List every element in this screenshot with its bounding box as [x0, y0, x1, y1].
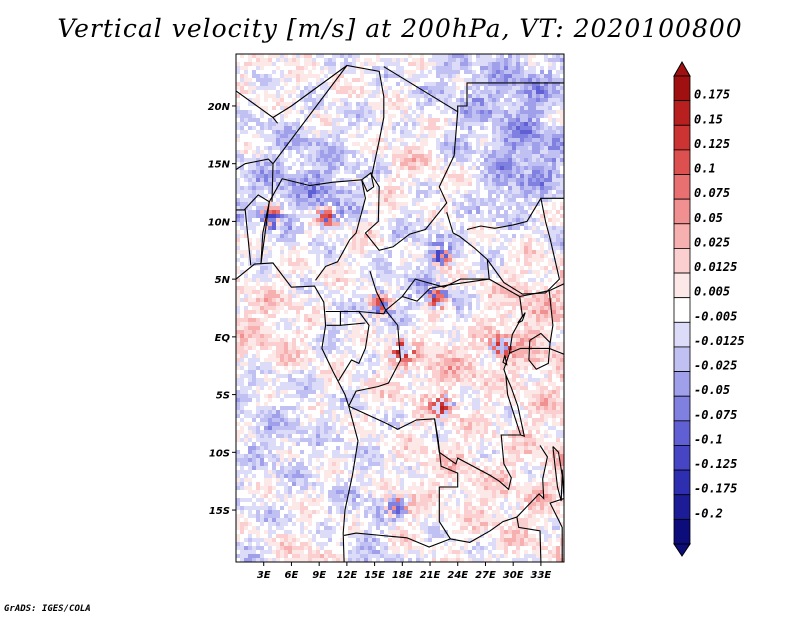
colorbar-level-label: -0.075 — [694, 408, 737, 422]
colorbar-swatch — [673, 371, 691, 397]
x-tick-label: 30E — [503, 570, 524, 581]
border-line — [509, 347, 564, 355]
y-tick-label: 15N — [208, 160, 231, 171]
colorbar-swatch — [673, 346, 691, 372]
border-line — [343, 418, 459, 548]
colorbar-level-label: -0.005 — [694, 309, 737, 323]
colorbar-swatch — [673, 223, 691, 249]
border-line — [516, 516, 542, 562]
x-tick-label: 6E — [285, 570, 299, 581]
border-line — [517, 312, 526, 324]
grads-credit: GrADS: IGES/COLA — [4, 604, 91, 614]
border-line — [272, 65, 348, 118]
y-tick-label: 10N — [208, 217, 231, 228]
colorbar-swatch — [673, 321, 691, 348]
colorbar-level-label: -0.125 — [694, 457, 737, 471]
colorbar-level-label: 0.125 — [694, 137, 730, 151]
x-axis: 3E 6E 9E 12E 15E 18E 21E 24E 27E 30E 33E — [257, 562, 552, 581]
colorbar-swatch — [673, 248, 691, 274]
colorbar-level-label: 0.005 — [694, 285, 730, 299]
border-line — [486, 197, 564, 295]
colorbar-level-label: -0.1 — [694, 432, 723, 446]
velocity-field — [236, 54, 564, 562]
colorbar-level-label: -0.0125 — [694, 334, 745, 348]
border-line — [450, 445, 548, 543]
colorbar-swatch — [673, 494, 691, 520]
colorbar-swatch — [673, 420, 691, 446]
y-tick-label: 10S — [209, 448, 230, 459]
x-tick-label: 15E — [364, 570, 385, 581]
colorbar-swatch — [673, 124, 691, 151]
colorbar-level-label: -0.175 — [694, 482, 737, 496]
y-tick-label: 5N — [215, 275, 231, 286]
y-tick-label: EQ — [215, 333, 231, 344]
x-tick-label: 33E — [531, 570, 552, 581]
colorbar-swatch — [673, 100, 691, 126]
border-line — [236, 209, 252, 266]
colorbar-swatch — [673, 469, 691, 496]
border-line — [383, 66, 458, 113]
colorbar-swatch — [673, 518, 691, 545]
x-tick-label: 21E — [420, 570, 441, 581]
colorbar-level-label: 0.1 — [694, 162, 716, 176]
border-line — [236, 262, 359, 562]
colorbar-level-label: 0.05 — [694, 211, 723, 225]
colorbar-swatch — [673, 445, 691, 471]
colorbar-level-label: 0.15 — [694, 112, 723, 126]
border-line — [236, 158, 274, 170]
border-line — [236, 90, 279, 124]
colorbar-swatch — [673, 297, 691, 323]
border-line — [466, 198, 542, 231]
colorbar-level-label: 0.075 — [694, 186, 730, 200]
colorbar-level-label: -0.025 — [694, 359, 737, 373]
border-line — [243, 194, 270, 265]
border-line — [271, 64, 564, 251]
x-tick-label: 27E — [475, 570, 496, 581]
colorbar: 0.175 0.15 0.125 0.1 0.075 0.05 0.025 0.0125 0.0… — [673, 60, 745, 557]
colorbar-level-label: 0.0125 — [694, 260, 737, 274]
x-tick-label: 3E — [257, 570, 271, 581]
y-tick-label: 15S — [209, 506, 230, 517]
x-tick-label: 24E — [447, 570, 468, 581]
colorbar-level-label: -0.2 — [694, 506, 723, 520]
colorbar-swatch — [673, 174, 691, 200]
border-line — [548, 290, 554, 343]
colorbar-swatch — [673, 75, 691, 102]
border-line — [348, 309, 402, 407]
border-line — [348, 405, 521, 491]
x-tick-label: 18E — [392, 570, 413, 581]
border-line — [502, 355, 508, 366]
colorbar-swatch — [673, 272, 691, 299]
colorbar-level-label: 0.025 — [694, 235, 730, 249]
y-axis: 20N 15N 10N 5N EQ 5S 10S 15S — [208, 102, 236, 517]
colorbar-level-label: 0.175 — [694, 88, 730, 102]
colorbar-swatch — [673, 149, 691, 175]
border-line — [361, 171, 375, 193]
colorbar-bottom-arrow — [673, 543, 691, 557]
border-line — [505, 374, 526, 438]
chart-title: Vertical velocity [m/s] at 200hPa, VT: 2… — [57, 14, 743, 43]
colorbar-swatch — [673, 395, 691, 422]
border-line — [338, 311, 370, 381]
colorbar-top-arrow — [673, 60, 691, 77]
colorbar-swatch — [673, 198, 691, 225]
border-line — [552, 446, 563, 501]
x-tick-label: 12E — [336, 570, 357, 581]
border-line — [260, 178, 366, 281]
border-line — [340, 322, 366, 326]
y-tick-label: 20N — [208, 102, 231, 113]
colorbar-level-label: -0.05 — [694, 383, 730, 397]
y-tick-label: 5S — [216, 391, 230, 402]
border-line — [528, 332, 551, 370]
x-tick-label: 9E — [312, 570, 326, 581]
map-frame — [235, 53, 565, 563]
country-borders — [236, 64, 564, 562]
